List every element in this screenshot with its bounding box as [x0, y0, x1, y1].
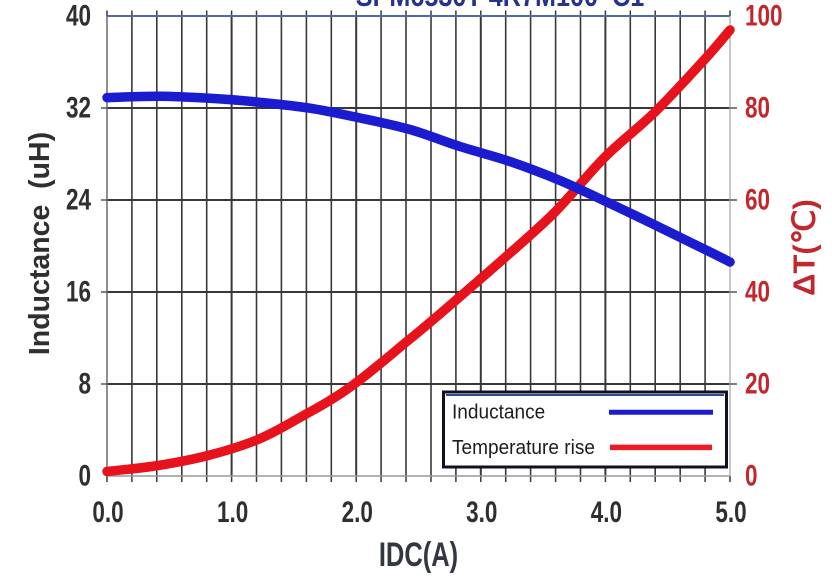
svg-text:32: 32	[66, 90, 91, 124]
svg-text:5.0: 5.0	[715, 495, 746, 529]
svg-text:2.0: 2.0	[342, 495, 373, 529]
svg-text:40: 40	[66, 0, 91, 32]
svg-text:80: 80	[745, 90, 770, 124]
svg-text:3.0: 3.0	[466, 495, 497, 529]
svg-text:4.0: 4.0	[591, 495, 622, 529]
svg-text:24: 24	[66, 182, 91, 216]
svg-text:SPM6530T-4R7M100–C1: SPM6530T-4R7M100–C1	[356, 0, 644, 12]
svg-text:20: 20	[745, 366, 770, 400]
svg-text:16: 16	[66, 274, 91, 308]
svg-text:IDC(A): IDC(A)	[379, 537, 458, 574]
svg-text:Inductance (uH): Inductance (uH)	[24, 132, 56, 355]
svg-text:8: 8	[78, 366, 91, 400]
svg-text:0.0: 0.0	[92, 495, 123, 529]
svg-text:60: 60	[745, 182, 770, 216]
svg-text:40: 40	[745, 274, 770, 308]
svg-text:ΔT(℃): ΔT(℃)	[787, 199, 822, 296]
svg-text:100: 100	[745, 0, 783, 32]
svg-text:0: 0	[745, 458, 758, 492]
svg-text:Temperature rise: Temperature rise	[452, 436, 595, 459]
svg-text:0: 0	[78, 458, 91, 492]
svg-text:Inductance: Inductance	[452, 401, 545, 424]
svg-text:1.0: 1.0	[217, 495, 248, 529]
